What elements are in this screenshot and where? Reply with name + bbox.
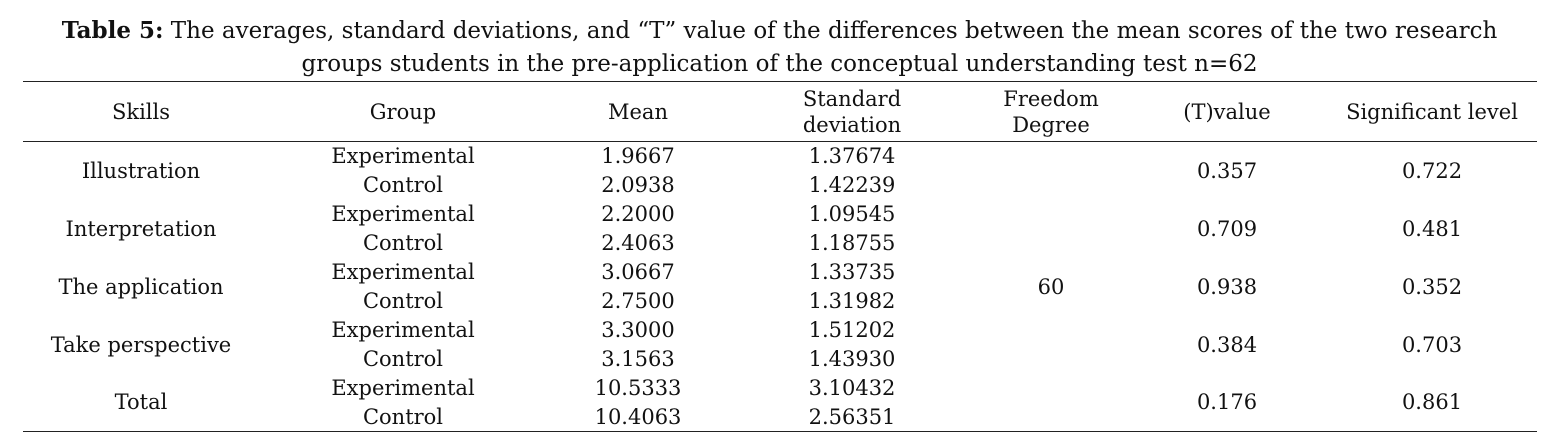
table-row: Interpretation Experimental 2.2000 1.095… (23, 200, 1537, 241)
group-cell: Control (362, 347, 444, 371)
mean-cell: 2.4063 (601, 231, 675, 255)
table-body: Illustration Experimental 1.9667 1.37674… (23, 141, 1537, 432)
table-row: Control 10.4063 2.56351 (23, 402, 1537, 432)
significance-cell: 0.352 (1401, 274, 1463, 299)
t-value-cell: 0.357 (1196, 158, 1258, 183)
results-table: Skills Group Mean Standard deviation Free… (23, 81, 1537, 432)
sd-cell: 1.43930 (808, 347, 896, 371)
significance-cell: 0.481 (1401, 216, 1463, 241)
header-df-line-1: Freedom (1003, 86, 1099, 111)
mean-cell: 3.0667 (601, 260, 675, 284)
group-cell: Experimental (331, 202, 475, 226)
table-row: Control 2.0938 1.42239 (23, 171, 1537, 200)
header-sd-line-2: deviation (802, 112, 902, 137)
table-row: Total Experimental 10.5333 3.10432 0.176… (23, 373, 1537, 432)
header-mean: Mean (547, 81, 729, 142)
header-t-value: (T)value (1127, 81, 1327, 142)
caption-label: Table 5: (61, 17, 164, 44)
header-skills: Skills (23, 81, 259, 142)
mean-cell: 2.0938 (601, 173, 675, 197)
table-row: Illustration Experimental 1.9667 1.37674… (23, 141, 1537, 432)
table-row: Control 3.1563 1.43930 (23, 345, 1537, 374)
group-cell: Control (362, 231, 444, 255)
results-table-wrapper: Skills Group Mean Standard deviation Free… (23, 81, 1537, 432)
significance-cell: 0.861 (1327, 373, 1537, 432)
header-standard-deviation: Standard deviation (729, 81, 975, 142)
caption-text-1: The averages, standard deviations, and “… (163, 18, 1498, 44)
t-value-cell: 0.176 (1127, 373, 1327, 432)
caption-line-1: Table 5: The averages, standard deviatio… (0, 14, 1559, 48)
caption-line-2: groups students in the pre-application o… (301, 51, 1258, 77)
group-cell: Experimental (331, 376, 475, 400)
mean-cell: 10.4063 (547, 402, 729, 432)
table-row: The application Experimental 3.0667 1.33… (23, 258, 1537, 299)
group-cell: Experimental (331, 260, 475, 284)
header-group: Group (259, 81, 547, 142)
mean-cell: 3.3000 (601, 318, 675, 342)
skill-cell: Total (23, 373, 259, 432)
sd-cell: 1.09545 (808, 202, 896, 226)
mean-cell: 3.1563 (601, 347, 675, 371)
group-cell: Experimental (331, 144, 475, 169)
sd-cell: 2.56351 (729, 402, 975, 432)
mean-cell: 10.5333 (594, 376, 682, 400)
group-cell: Control (362, 289, 444, 313)
header-sd-line-1: Standard (802, 86, 902, 111)
sd-cell: 3.10432 (808, 376, 896, 400)
mean-cell: 2.2000 (601, 202, 675, 226)
skill-cell: Illustration (81, 158, 201, 183)
skill-cell: Take perspective (50, 332, 232, 357)
table-row: Control 2.7500 1.31982 (23, 287, 1537, 316)
significance-cell: 0.722 (1401, 158, 1463, 183)
mean-cell: 1.9667 (601, 144, 675, 169)
sd-cell: 1.51202 (808, 318, 896, 342)
table-row: Take perspective Experimental 3.3000 1.5… (23, 316, 1537, 357)
sd-cell: 1.31982 (808, 289, 896, 313)
t-value-cell: 0.938 (1196, 274, 1258, 299)
group-cell: Control (259, 402, 547, 432)
sd-cell: 1.42239 (808, 173, 896, 197)
mean-cell: 2.7500 (601, 289, 675, 313)
header-df-line-2: Degree (1012, 112, 1090, 137)
group-cell: Control (362, 173, 444, 197)
skill-cell: Interpretation (65, 216, 217, 241)
header-significant-level: Significant level (1327, 81, 1537, 142)
significance-cell: 0.703 (1401, 332, 1463, 357)
group-cell: Experimental (331, 318, 475, 342)
t-value-cell: 0.709 (1196, 216, 1258, 241)
freedom-degree-cell: 60 (975, 141, 1127, 432)
header-row: Skills Group Mean Standard deviation Free… (23, 81, 1537, 142)
table-caption: Table 5: The averages, standard deviatio… (0, 14, 1559, 81)
sd-cell: 1.33735 (808, 260, 896, 284)
t-value-cell: 0.384 (1196, 332, 1258, 357)
table-row: Control 2.4063 1.18755 (23, 229, 1537, 258)
sd-cell: 1.18755 (808, 231, 896, 255)
sd-cell: 1.37674 (808, 144, 896, 169)
skill-cell: The application (58, 274, 224, 299)
header-freedom-degree: Freedom Degree (975, 81, 1127, 142)
